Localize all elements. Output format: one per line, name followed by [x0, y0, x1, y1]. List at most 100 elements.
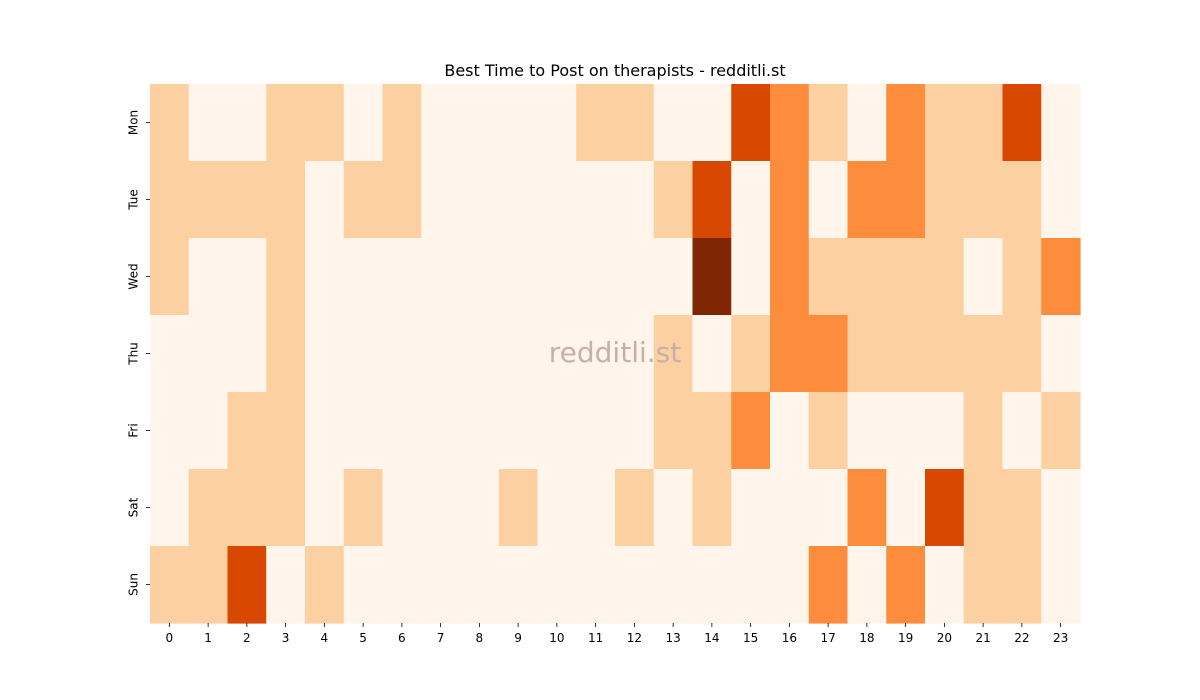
heatmap-cell-sat-0	[150, 469, 190, 547]
heatmap-cell-tue-4	[305, 161, 345, 239]
heatmap-cell-mon-16	[770, 84, 810, 162]
x-tick-label: 1	[204, 631, 212, 645]
heatmap-cell-wed-0	[150, 238, 190, 316]
x-tick-label: 18	[859, 631, 874, 645]
heatmap-cell-sun-12	[615, 546, 655, 624]
heatmap-cell-sun-19	[886, 546, 926, 624]
x-tick-label: 19	[898, 631, 913, 645]
heatmap-cell-sun-13	[653, 546, 694, 624]
heatmap-cell-sun-10	[537, 546, 577, 624]
x-tick-label: 17	[820, 631, 835, 645]
heatmap-cell-wed-8	[460, 238, 500, 316]
heatmap-cell-mon-22	[1002, 84, 1042, 162]
heatmap-cell-fri-15	[731, 392, 771, 470]
heatmap-cell-sun-3	[266, 546, 306, 624]
heatmap-cell-fri-23	[1041, 392, 1081, 470]
heatmap-cell-mon-18	[847, 84, 887, 162]
heatmap-cell-sat-13	[653, 469, 694, 547]
heatmap-cell-tue-19	[886, 161, 926, 239]
heatmap-cell-sat-4	[305, 469, 345, 547]
heatmap-cell-sun-5	[343, 546, 384, 624]
heatmap-cell-sat-19	[886, 469, 926, 547]
heatmap-cell-fri-17	[808, 392, 849, 470]
heatmap-cell-wed-11	[576, 238, 616, 316]
heatmap-cell-wed-10	[537, 238, 577, 316]
heatmap-cell-tue-13	[653, 161, 694, 239]
heatmap-cell-wed-23	[1041, 238, 1081, 316]
x-tick-label: 10	[549, 631, 564, 645]
heatmap-cell-sat-7	[421, 469, 461, 547]
chart-title: Best Time to Post on therapists - reddit…	[444, 61, 785, 80]
heatmap-cell-sat-14	[692, 469, 732, 547]
heatmap-cell-sun-6	[382, 546, 422, 624]
x-tick-label: 9	[514, 631, 522, 645]
heatmap-cell-tue-7	[421, 161, 461, 239]
heatmap-cell-sun-8	[460, 546, 500, 624]
heatmap-cell-mon-13	[653, 84, 694, 162]
heatmap-cell-mon-21	[963, 84, 1004, 162]
heatmap-cell-mon-7	[421, 84, 461, 162]
x-tick-label: 0	[166, 631, 174, 645]
x-tick-label: 16	[782, 631, 797, 645]
heatmap-cell-thu-1	[188, 315, 229, 393]
heatmap-cell-mon-9	[498, 84, 539, 162]
heatmap-cell-mon-11	[576, 84, 616, 162]
heatmap-cell-fri-11	[576, 392, 616, 470]
heatmap-cell-tue-5	[343, 161, 384, 239]
heatmap-cell-thu-12	[615, 315, 655, 393]
heatmap-cell-sat-17	[808, 469, 849, 547]
heatmap-cell-tue-20	[925, 161, 965, 239]
heatmap-cell-fri-14	[692, 392, 732, 470]
heatmap-cell-thu-8	[460, 315, 500, 393]
heatmap-cell-wed-21	[963, 238, 1004, 316]
heatmap-cell-tue-9	[498, 161, 539, 239]
heatmap-cell-fri-20	[925, 392, 965, 470]
x-tick-label: 22	[1014, 631, 1029, 645]
heatmap-cell-thu-23	[1041, 315, 1081, 393]
heatmap-cell-sat-5	[343, 469, 384, 547]
heatmap-cell-mon-0	[150, 84, 190, 162]
heatmap-cell-sun-9	[498, 546, 539, 624]
heatmap-cell-tue-23	[1041, 161, 1081, 239]
y-axis: Mon Tue Wed Thu Fri Sat Sun	[127, 110, 150, 596]
heatmap-cell-sun-2	[227, 546, 267, 624]
heatmap-cell-fri-6	[382, 392, 422, 470]
x-tick-label: 14	[704, 631, 719, 645]
y-tick-label: Sat	[127, 497, 141, 517]
heatmap-cell-thu-9	[498, 315, 539, 393]
heatmap-cell-mon-23	[1041, 84, 1081, 162]
heatmap-cells	[150, 84, 1081, 624]
heatmap-cell-wed-3	[266, 238, 306, 316]
heatmap-cell-tue-12	[615, 161, 655, 239]
heatmap-cell-sun-21	[963, 546, 1004, 624]
heatmap-cell-mon-19	[886, 84, 926, 162]
heatmap-cell-sat-11	[576, 469, 616, 547]
y-tick-label: Wed	[127, 263, 141, 289]
heatmap-cell-wed-13	[653, 238, 694, 316]
y-tick-label: Mon	[127, 110, 141, 135]
heatmap-cell-sat-10	[537, 469, 577, 547]
heatmap-cell-thu-20	[925, 315, 965, 393]
heatmap-cell-thu-16	[770, 315, 810, 393]
heatmap-cell-thu-13	[653, 315, 694, 393]
heatmap-cell-fri-21	[963, 392, 1004, 470]
heatmap-cell-sat-12	[615, 469, 655, 547]
heatmap-cell-tue-10	[537, 161, 577, 239]
heatmap-cell-sat-1	[188, 469, 229, 547]
heatmap-cell-thu-7	[421, 315, 461, 393]
heatmap-cell-wed-2	[227, 238, 267, 316]
heatmap-cell-sun-22	[1002, 546, 1042, 624]
heatmap-cell-mon-3	[266, 84, 306, 162]
heatmap-cell-mon-8	[460, 84, 500, 162]
heatmap-cell-tue-3	[266, 161, 306, 239]
heatmap-cell-mon-14	[692, 84, 732, 162]
x-tick-label: 4	[321, 631, 329, 645]
heatmap-cell-wed-17	[808, 238, 849, 316]
heatmap-cell-thu-22	[1002, 315, 1042, 393]
heatmap-cell-tue-22	[1002, 161, 1042, 239]
heatmap-cell-fri-2	[227, 392, 267, 470]
heatmap-cell-thu-18	[847, 315, 887, 393]
x-tick-label: 5	[359, 631, 367, 645]
heatmap-cell-fri-1	[188, 392, 229, 470]
